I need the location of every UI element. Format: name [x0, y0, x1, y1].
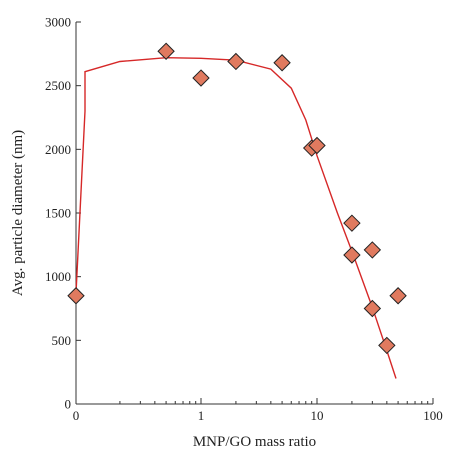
y-axis-title: Avg. particle diameter (nm): [10, 130, 26, 296]
x-ticks: 0 1 10 100: [73, 398, 443, 423]
y-tick-label: 2500: [45, 78, 71, 93]
data-point: [363, 299, 382, 318]
data-point: [157, 42, 175, 60]
x-tick-label: 1: [198, 408, 205, 423]
x-tick-label: 100: [423, 408, 443, 423]
data-point: [67, 287, 85, 305]
y-tick-label: 3000: [45, 15, 71, 30]
x-tick-label: 10: [311, 408, 324, 423]
data-point: [343, 214, 361, 232]
x-axis-title: MNP/GO mass ratio: [193, 434, 316, 450]
fit-curve: [75, 56, 397, 379]
data-point: [378, 336, 396, 355]
data-point: [363, 241, 382, 259]
y-tick-label: 1000: [45, 269, 71, 284]
data-point: [343, 246, 361, 264]
data-point: [192, 69, 210, 87]
y-tick-label: 1500: [45, 206, 71, 221]
y-tick-label: 500: [52, 333, 72, 348]
data-point: [227, 52, 245, 71]
x-tick-label: 0: [73, 408, 80, 423]
data-point: [273, 54, 291, 72]
y-tick-label: 0: [65, 397, 72, 412]
data-point: [308, 136, 326, 155]
data-point: [389, 287, 407, 305]
y-ticks: 0 500 1000 1500 2000 2500 3000: [45, 15, 81, 412]
data-points: [67, 42, 407, 355]
y-tick-label: 2000: [45, 142, 71, 157]
